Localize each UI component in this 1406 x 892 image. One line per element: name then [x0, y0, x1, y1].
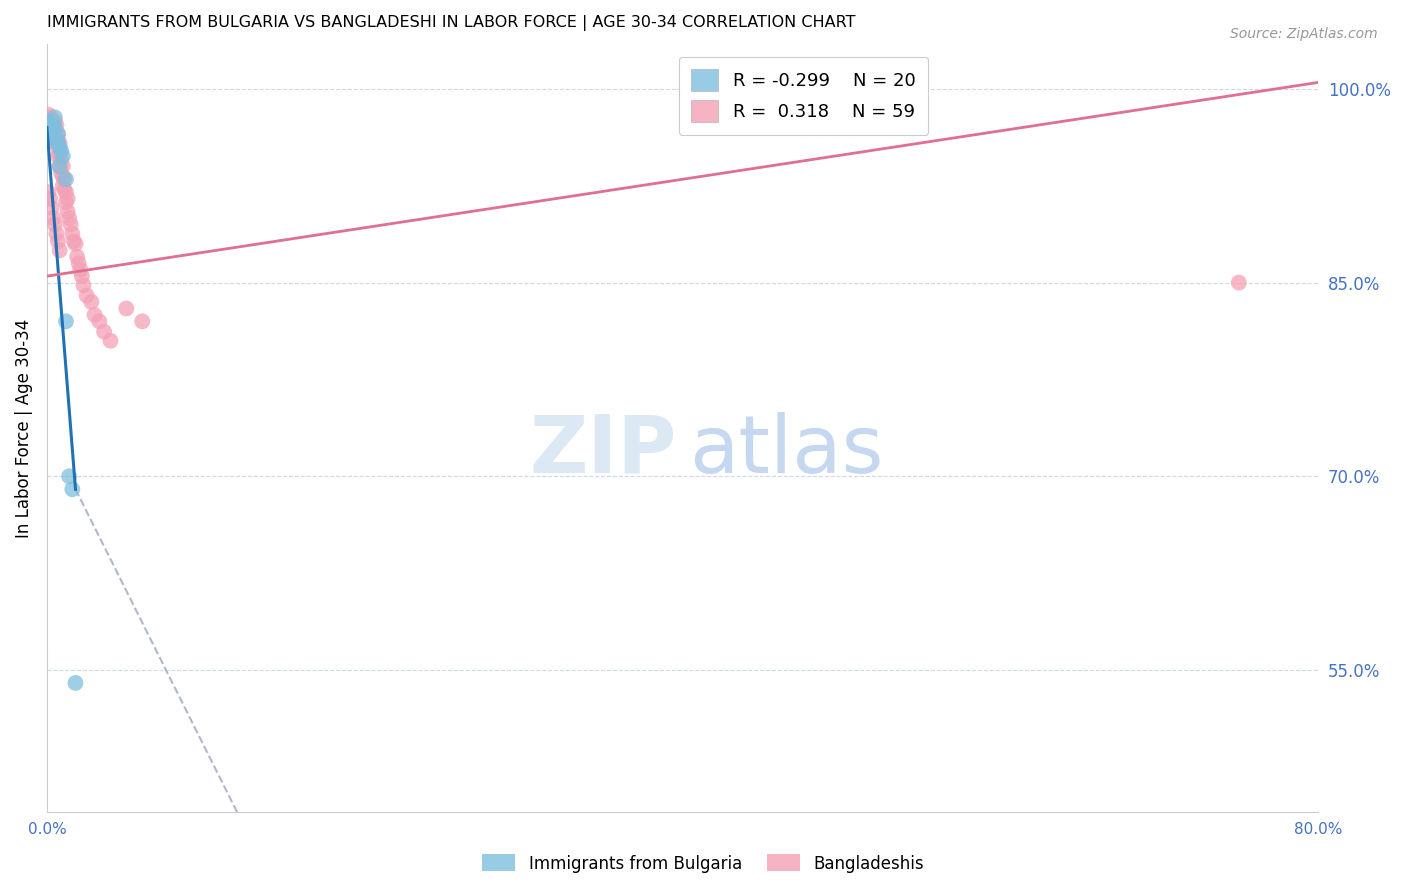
Point: [44, 114, 66, 128]
Point: [93, 325, 115, 339]
Point: [37, 108, 59, 122]
Point: [55, 185, 77, 199]
Point: [46, 140, 69, 154]
Point: [72, 278, 94, 293]
Legend: Immigrants from Bulgaria, Bangladeshis: Immigrants from Bulgaria, Bangladeshis: [475, 847, 931, 880]
Point: [37, 114, 59, 128]
Point: [52, 149, 75, 163]
Point: [55, 172, 77, 186]
Point: [42, 211, 65, 225]
Point: [56, 204, 79, 219]
Point: [70, 269, 93, 284]
Point: [89, 314, 111, 328]
Point: [52, 169, 75, 184]
Point: [37, 185, 59, 199]
Point: [52, 178, 75, 193]
Point: [39, 192, 62, 206]
Point: [46, 234, 69, 248]
Point: [63, 234, 86, 248]
Point: [44, 134, 66, 148]
Point: [46, 136, 69, 150]
Point: [58, 211, 80, 225]
Point: [45, 118, 67, 132]
Point: [53, 183, 76, 197]
Point: [48, 160, 70, 174]
Point: [67, 256, 90, 270]
Point: [51, 144, 73, 158]
Point: [39, 118, 62, 132]
Point: [80, 295, 103, 310]
Point: [44, 218, 66, 232]
Point: [53, 172, 76, 186]
Y-axis label: In Labor Force | Age 30-34: In Labor Force | Age 30-34: [15, 318, 32, 538]
Point: [66, 250, 89, 264]
Point: [37, 114, 59, 128]
Point: [48, 140, 70, 154]
Point: [51, 166, 73, 180]
Point: [42, 127, 65, 141]
Point: [46, 149, 69, 163]
Point: [58, 469, 80, 483]
Point: [115, 301, 138, 316]
Point: [44, 110, 66, 124]
Point: [39, 110, 62, 124]
Point: [52, 160, 75, 174]
Point: [41, 123, 63, 137]
Point: [69, 262, 91, 277]
Point: [41, 201, 63, 215]
Point: [41, 131, 63, 145]
Text: atlas: atlas: [689, 412, 883, 490]
Point: [42, 118, 65, 132]
Point: [48, 244, 70, 258]
Point: [55, 314, 77, 328]
Point: [65, 236, 87, 251]
Point: [100, 334, 122, 348]
Point: [76, 288, 98, 302]
Point: [56, 192, 79, 206]
Point: [59, 218, 82, 232]
Point: [41, 114, 63, 128]
Point: [46, 127, 69, 141]
Point: [46, 127, 69, 141]
Point: [42, 127, 65, 141]
Point: [131, 314, 153, 328]
Point: [1227, 276, 1250, 290]
Point: [48, 136, 70, 150]
Point: [42, 120, 65, 135]
Point: [46, 134, 69, 148]
Point: [55, 195, 77, 210]
Point: [48, 146, 70, 161]
Point: [44, 123, 66, 137]
Point: [45, 136, 67, 150]
Point: [51, 153, 73, 167]
Point: [44, 120, 66, 135]
Text: IMMIGRANTS FROM BULGARIA VS BANGLADESHI IN LABOR FORCE | AGE 30-34 CORRELATION C: IMMIGRANTS FROM BULGARIA VS BANGLADESHI …: [46, 15, 855, 31]
Point: [83, 308, 105, 322]
Point: [41, 123, 63, 137]
Point: [39, 118, 62, 132]
Legend: R = -0.299    N = 20, R =  0.318    N = 59: R = -0.299 N = 20, R = 0.318 N = 59: [679, 56, 928, 135]
Text: Source: ZipAtlas.com: Source: ZipAtlas.com: [1230, 27, 1378, 41]
Point: [48, 160, 70, 174]
Point: [65, 676, 87, 690]
Point: [44, 131, 66, 145]
Point: [45, 134, 67, 148]
Point: [60, 482, 83, 496]
Text: ZIP: ZIP: [529, 412, 676, 490]
Point: [60, 227, 83, 241]
Point: [45, 227, 67, 241]
